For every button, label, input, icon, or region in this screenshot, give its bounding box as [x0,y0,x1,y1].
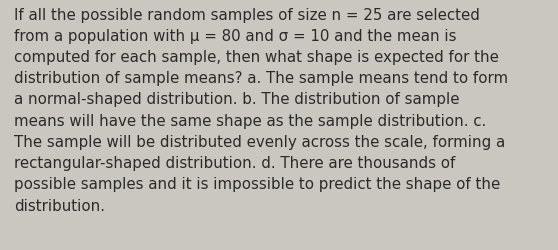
Text: If all the possible random samples of size n = 25 are selected
from a population: If all the possible random samples of si… [14,8,508,213]
